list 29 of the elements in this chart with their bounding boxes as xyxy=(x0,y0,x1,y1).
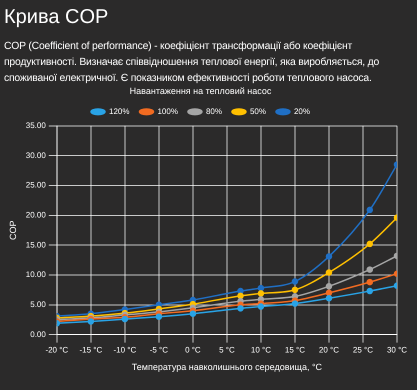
x-tick-label: 10 °C xyxy=(250,346,272,355)
x-tick-label: 20 °C xyxy=(318,346,340,355)
y-axis-title: COP xyxy=(8,220,18,240)
y-tick-label: 30.00 xyxy=(26,150,46,160)
x-tick-label: -20 °C xyxy=(45,346,68,355)
x-tick-label: 15 °C xyxy=(284,346,306,355)
x-tick-label: -15 °C xyxy=(79,346,102,355)
x-tick-label: 25 °C xyxy=(352,346,374,355)
x-tick-label: -5 °C xyxy=(150,346,168,355)
y-tick-label: 5.00 xyxy=(30,300,46,309)
x-axis-title: Температура навколишнього середовища, °C xyxy=(132,362,323,372)
y-tick-label: 20.00 xyxy=(26,210,46,220)
legend-label: 80% xyxy=(206,107,222,116)
y-tick-label: 35.00 xyxy=(26,121,46,130)
legend-label: 120% xyxy=(109,107,130,116)
chart-subtitle: COP (Coefficient of performance) - коефіцієнт трансформації або коефіцієнт продуктивності. Визначає співвідношення теплової енергії, яка виробляється, до споживаної електричної. Є показником ефективності роботи теплового насоса. xyxy=(4,40,380,86)
y-tick-label: 10.00 xyxy=(26,270,46,280)
legend-label: 50% xyxy=(250,107,266,116)
y-tick-label: 15.00 xyxy=(26,240,46,250)
legend-label: 100% xyxy=(157,107,178,116)
x-tick-label: 30 °C xyxy=(386,346,408,355)
y-tick-label: 0.00 xyxy=(30,330,46,339)
y-tick-label: 25.00 xyxy=(26,180,46,190)
chart-title: Крива COP xyxy=(4,6,110,29)
x-tick-label: 5 °C xyxy=(219,346,235,355)
legend-title: Навантаження на тепловий насос xyxy=(130,86,272,96)
x-tick-label: -10 °C xyxy=(113,346,136,355)
legend-label: 20% xyxy=(294,107,310,116)
x-tick-label: 0 °C xyxy=(185,346,201,355)
